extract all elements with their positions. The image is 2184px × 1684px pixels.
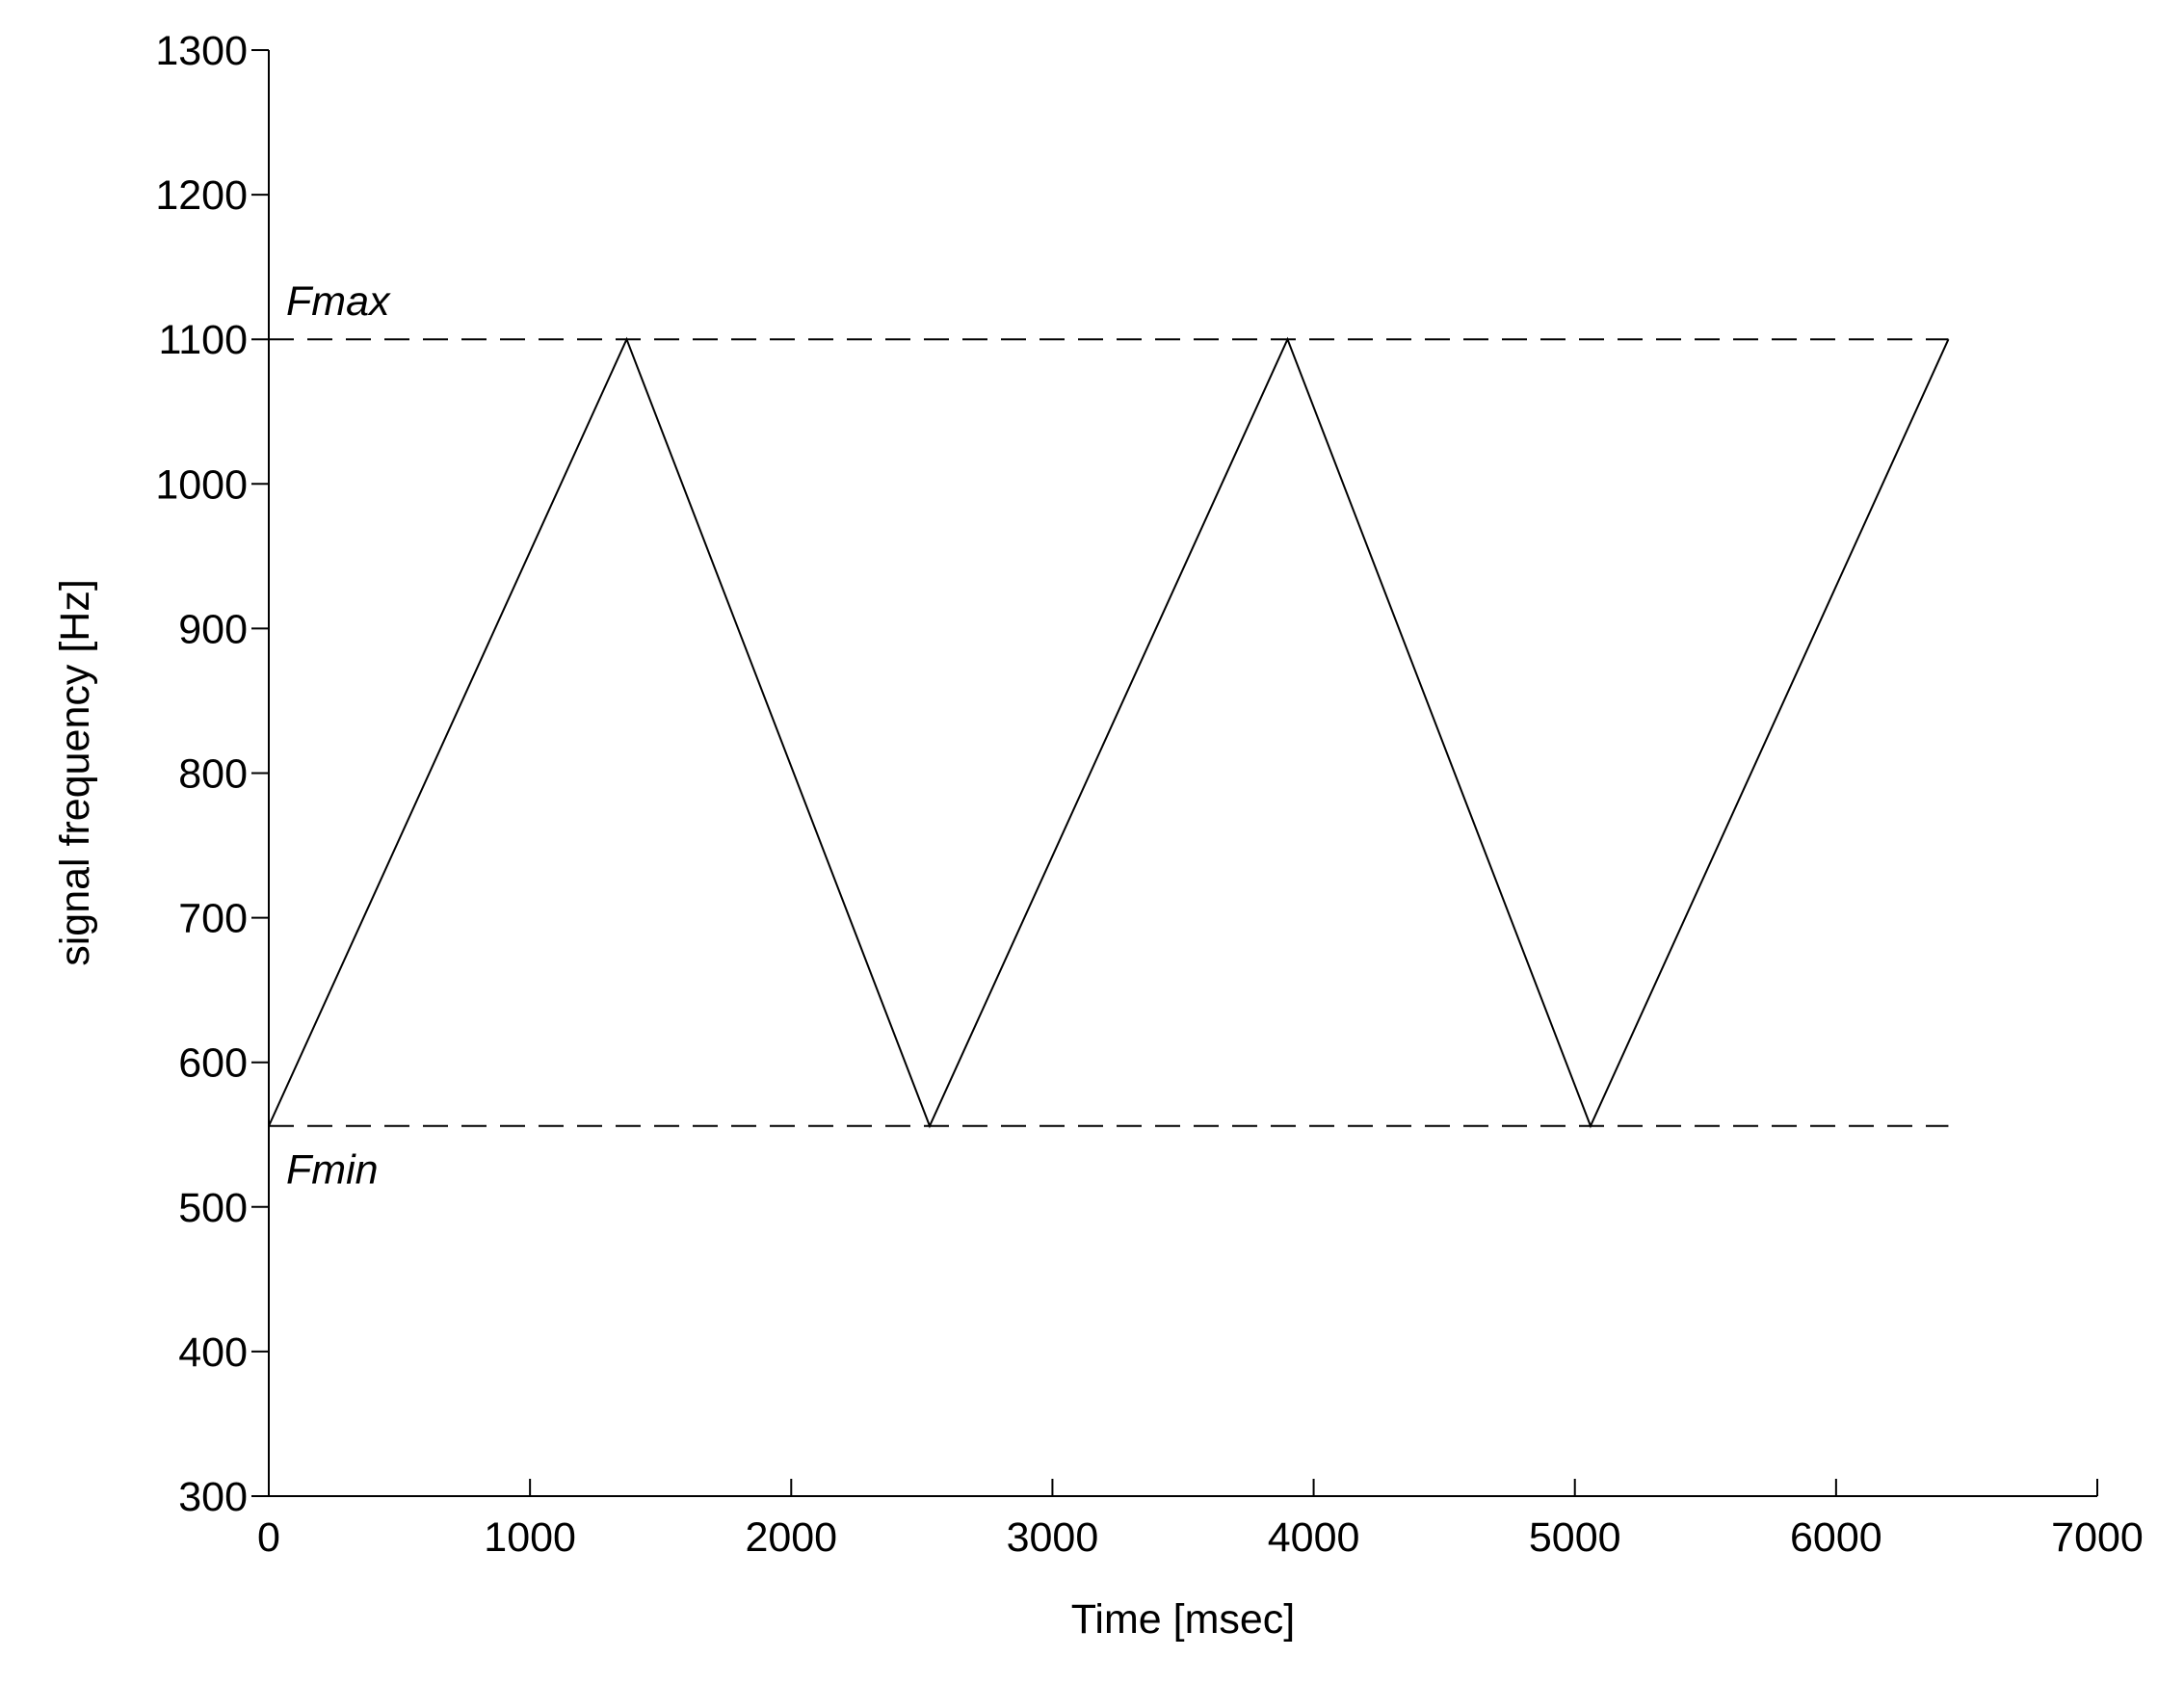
y-tick-label: 1200 [155, 172, 248, 219]
x-tick-label: 0 [257, 1514, 280, 1561]
y-tick-label: 800 [178, 751, 248, 798]
y-tick-label: 900 [178, 606, 248, 652]
data-line [268, 336, 1950, 1129]
reference-label: Fmax [286, 278, 391, 325]
x-axis-label: Time [msec] [1071, 1596, 1296, 1643]
y-tick-label: 1000 [155, 461, 248, 508]
reference-label: Fmin [286, 1147, 379, 1194]
y-tick-label: 1100 [159, 317, 248, 363]
x-tick-label: 1000 [484, 1514, 576, 1561]
y-tick-label: 400 [178, 1329, 248, 1376]
y-tick-label: 1300 [155, 28, 248, 74]
x-tick-label: 5000 [1529, 1514, 1621, 1561]
x-tick-label: 3000 [1007, 1514, 1099, 1561]
y-tick-label: 500 [178, 1185, 248, 1231]
y-tick-label: 300 [178, 1474, 248, 1520]
x-tick-label: 4000 [1268, 1514, 1360, 1561]
y-tick-label: 600 [178, 1040, 248, 1087]
x-tick-label: 2000 [745, 1514, 837, 1561]
y-axis-label: signal frequency [Hz] [52, 579, 98, 966]
x-tick-label: 7000 [2051, 1514, 2144, 1561]
x-tick-label: 6000 [1790, 1514, 1882, 1561]
y-tick-label: 700 [178, 896, 248, 942]
